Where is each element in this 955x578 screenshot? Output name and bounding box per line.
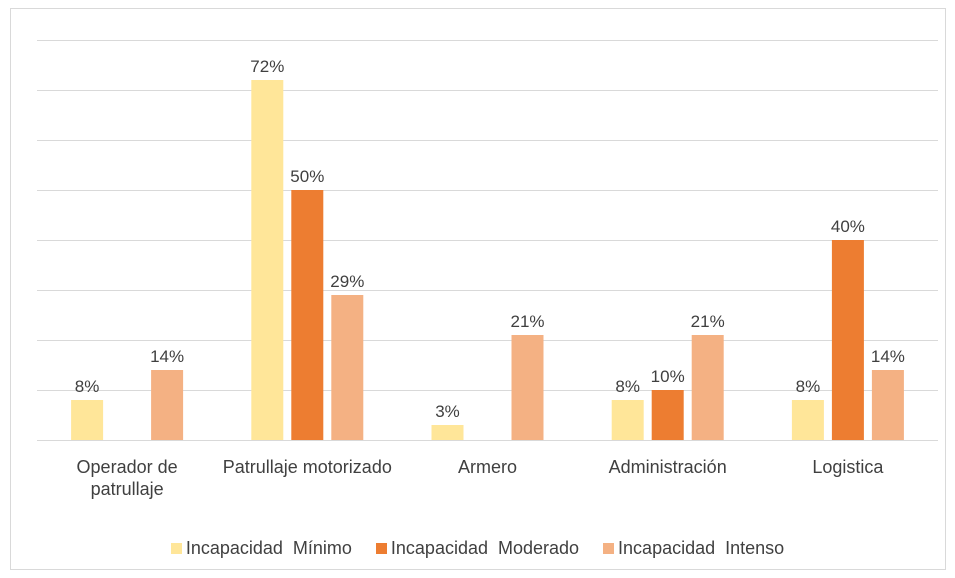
- x-tick-label: Patrullaje motorizado: [222, 457, 392, 477]
- bar: [691, 335, 724, 440]
- bar: [431, 425, 464, 440]
- legend-label: Incapacidad Moderado: [390, 538, 580, 558]
- bar: [511, 335, 544, 440]
- data-label: 14%: [871, 347, 905, 366]
- data-label: 8%: [615, 377, 640, 396]
- bar: [871, 370, 904, 440]
- bar: [151, 370, 184, 440]
- data-label: 8%: [796, 377, 821, 396]
- x-tick-label: Logistica: [812, 457, 884, 477]
- data-label: 50%: [290, 167, 324, 186]
- legend-item: Incapacidad Mínimo: [170, 538, 352, 559]
- bar: [611, 400, 644, 440]
- legend-swatch: [603, 543, 615, 554]
- x-tick-label: Operador de patrullaje: [76, 457, 178, 499]
- legend-label: Incapacidad Intenso: [618, 538, 785, 558]
- data-label: 40%: [831, 217, 865, 236]
- bar: [251, 80, 284, 440]
- data-label: 72%: [250, 57, 284, 76]
- bar: [291, 190, 324, 440]
- chart-border: [10, 8, 946, 570]
- bar: [831, 240, 864, 440]
- x-tick-label: Administración: [608, 457, 727, 477]
- data-label: 8%: [75, 377, 100, 396]
- data-label: 21%: [510, 312, 544, 331]
- legend: Incapacidad Mínimo Incapacidad Moderado In…: [0, 538, 955, 559]
- data-label: 14%: [150, 347, 184, 366]
- data-label: 3%: [435, 402, 460, 421]
- data-label: 21%: [691, 312, 725, 331]
- bar: [71, 400, 104, 440]
- legend-swatch: [170, 543, 182, 554]
- legend-item: Incapacidad Intenso: [603, 538, 784, 559]
- legend-item: Incapacidad Moderado: [375, 538, 580, 559]
- bar: [331, 295, 364, 440]
- bar: [651, 390, 684, 440]
- bar: [791, 400, 824, 440]
- x-tick-label: Armero: [457, 457, 517, 477]
- data-label: 10%: [651, 367, 685, 386]
- legend-swatch: [375, 543, 387, 554]
- data-label: 29%: [330, 272, 364, 291]
- legend-label: Incapacidad Mínimo: [185, 538, 352, 558]
